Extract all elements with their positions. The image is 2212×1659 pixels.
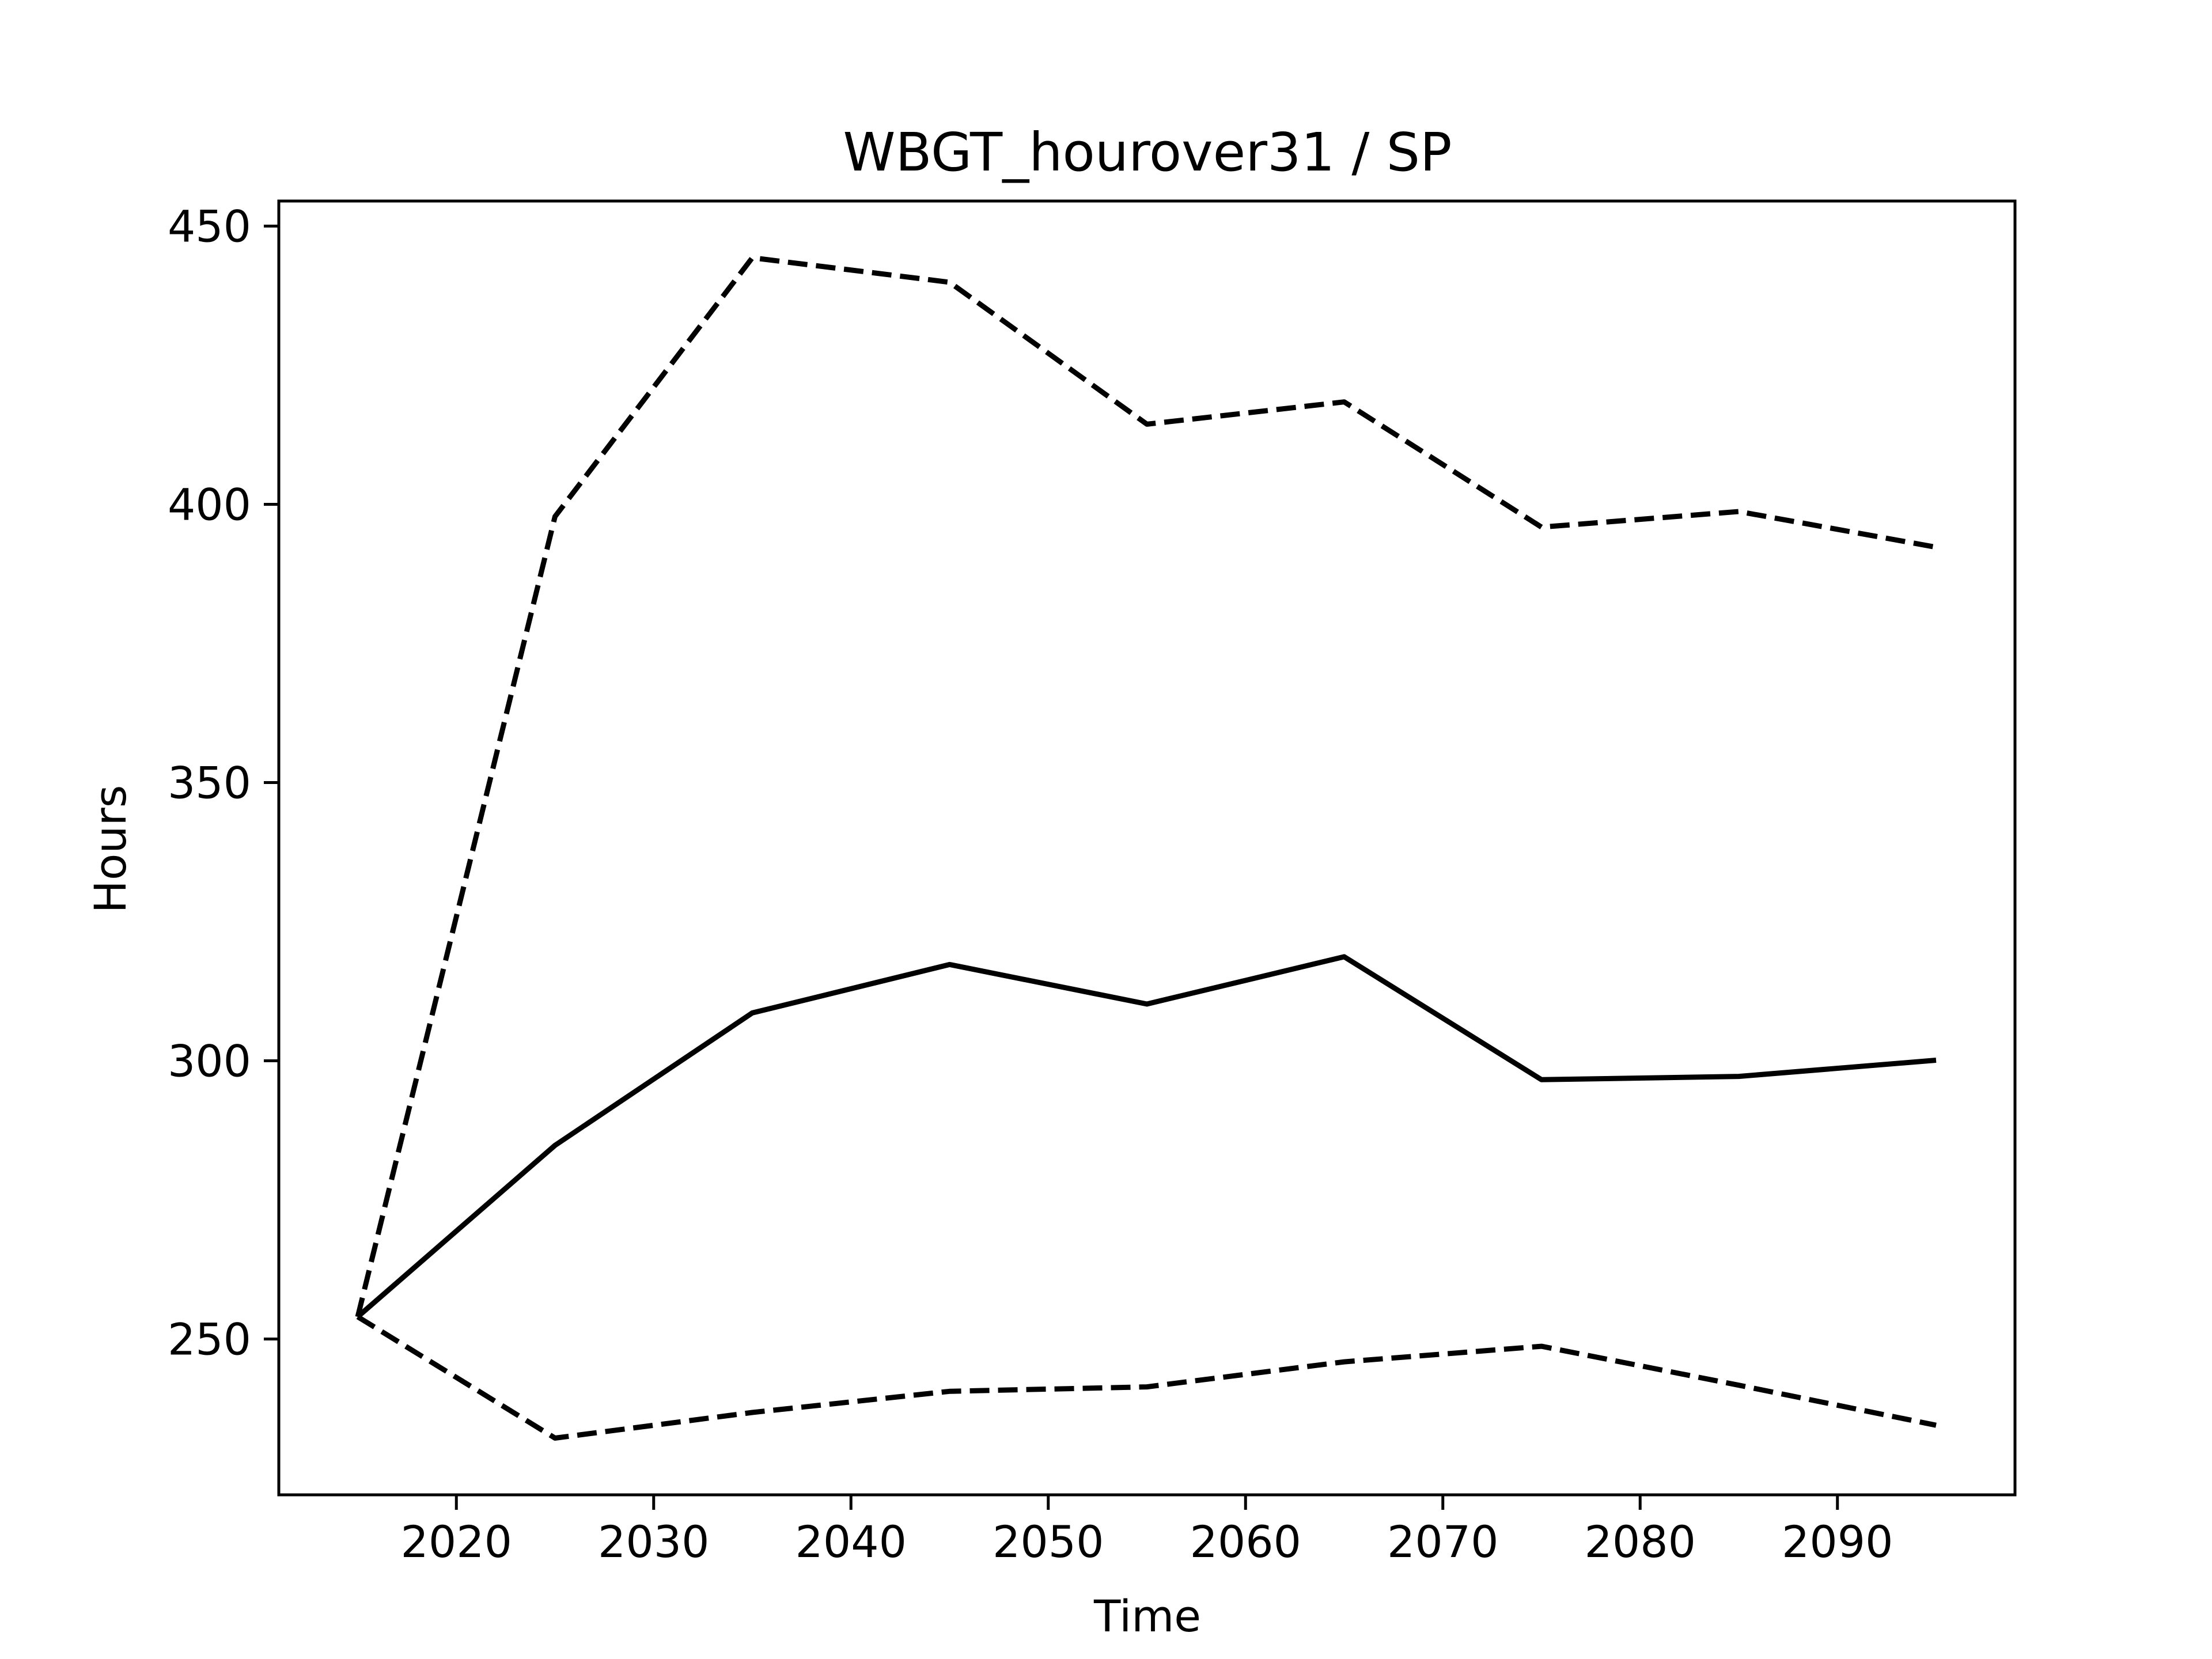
y-axis-label: Hours [85,785,136,914]
series-line-3-dashed [356,1315,1937,1441]
y-tick-label: 450 [168,200,251,252]
x-tick-label: 2030 [598,1516,709,1567]
y-axis: 250 300 350 400 450 [168,200,279,1365]
series-line-1-solid [356,954,1937,1319]
x-axis: 2020 2030 2040 2050 2060 2070 2080 2090 [401,1495,1893,1567]
x-tick-label: 2020 [401,1516,512,1567]
x-tick-label: 2090 [1782,1516,1893,1567]
x-tick-label: 2060 [1190,1516,1301,1567]
x-tick-label: 2070 [1387,1516,1498,1567]
y-tick-label: 250 [168,1314,251,1365]
y-tick-label: 350 [168,757,251,808]
chart-title: WBGT_hourover31 / SP [843,122,1452,183]
plot-area [355,255,1937,1441]
series-line-2-dashed [355,255,1937,1317]
plot-frame [277,199,2017,1497]
y-tick-label: 300 [168,1036,251,1087]
x-axis-label: Time [1093,1590,1201,1642]
y-tick-label: 400 [168,479,251,530]
x-tick-label: 2080 [1585,1516,1696,1567]
x-tick-label: 2040 [796,1516,907,1567]
x-tick-label: 2050 [993,1516,1104,1567]
